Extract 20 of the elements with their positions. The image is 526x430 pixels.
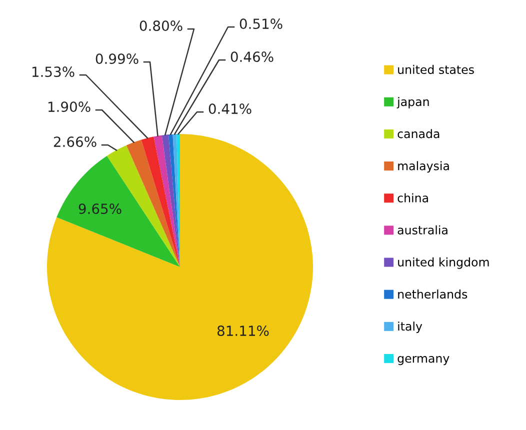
data-label: 9.65% <box>78 204 122 214</box>
data-label: 0.41% <box>208 104 252 114</box>
legend-label: australia <box>398 225 448 234</box>
data-label: 1.90% <box>48 102 90 112</box>
legend-label: united states <box>398 64 474 74</box>
legend-label: germany <box>398 356 450 366</box>
legend-label: netherlands <box>398 290 468 299</box>
legend-label: canada <box>398 129 440 138</box>
legend-label: malaysia <box>398 161 449 173</box>
data-label: 0.51% <box>240 18 282 30</box>
legend-label: japan <box>396 96 429 108</box>
legend-label: china <box>398 193 428 202</box>
data-label: 2.66% <box>54 136 96 148</box>
data-label: 81.11% <box>217 326 269 336</box>
data-label: 0.99% <box>96 54 138 64</box>
legend-label: united kingdom <box>398 257 489 269</box>
data-label: 0.46% <box>230 52 274 62</box>
legend-label: italy <box>398 322 422 334</box>
data-label: 1.53% <box>32 66 74 78</box>
data-label: 0.80% <box>140 20 182 32</box>
